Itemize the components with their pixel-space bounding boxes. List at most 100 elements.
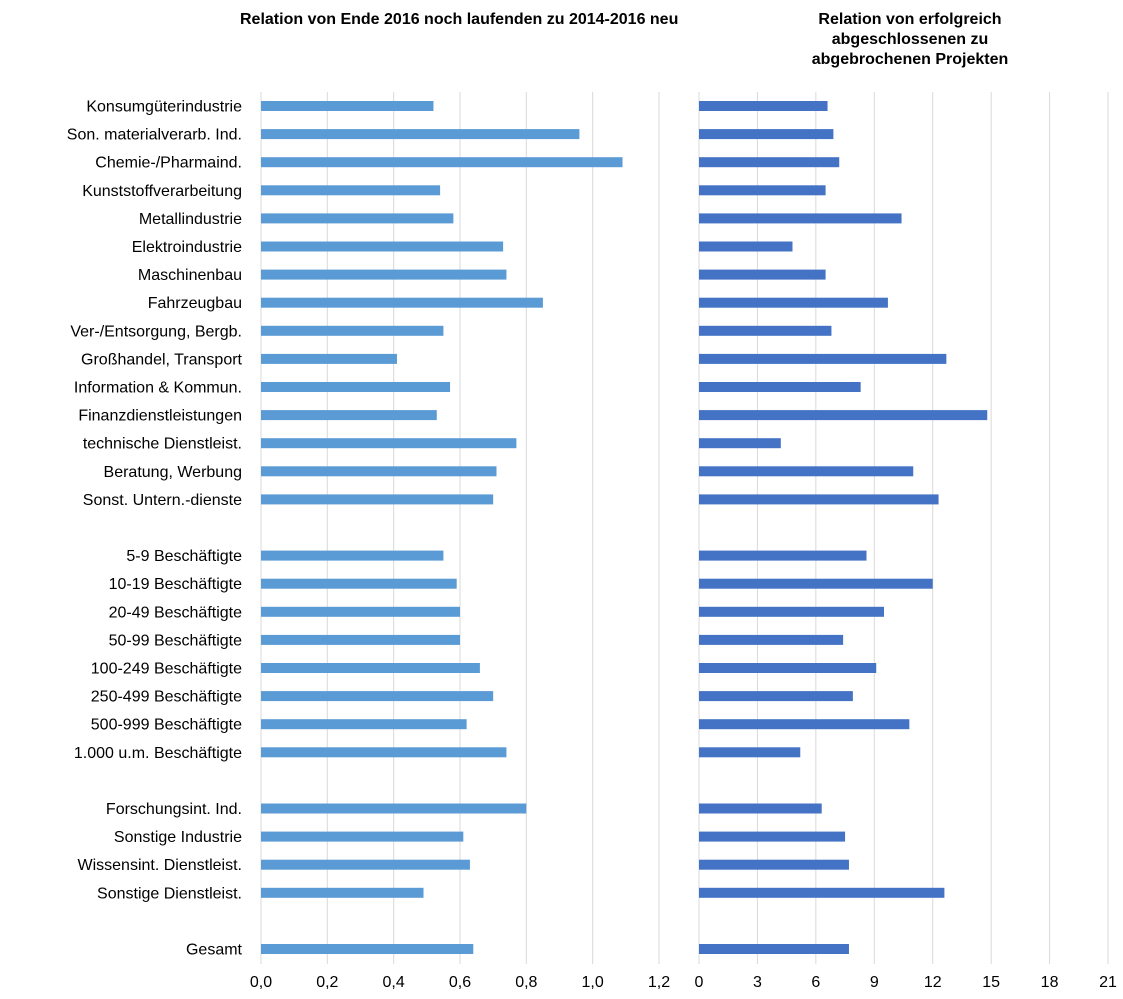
bar xyxy=(261,663,480,673)
category-label: Beratung, Werbung xyxy=(104,464,242,481)
bar xyxy=(699,185,826,196)
bar xyxy=(261,691,494,702)
category-label: Sonstige Industrie xyxy=(114,829,242,846)
bar xyxy=(699,494,939,505)
bar xyxy=(699,241,793,252)
category-label: 100-249 Beschäftigte xyxy=(91,661,242,678)
bar xyxy=(261,550,444,561)
x-tick-label: 0,2 xyxy=(316,974,338,991)
category-label: Finanzdienstleistungen xyxy=(78,408,242,425)
category-label: Chemie-/Pharmaind. xyxy=(95,155,242,172)
bar xyxy=(699,297,888,308)
x-tick-label: 15 xyxy=(982,974,1000,991)
x-tick-label: 0,6 xyxy=(449,974,471,991)
x-tick-label: 6 xyxy=(811,974,820,991)
category-label: Gesamt xyxy=(186,942,243,959)
x-tick-label: 18 xyxy=(1041,974,1059,991)
bar xyxy=(261,606,460,617)
bar xyxy=(699,353,947,364)
bar xyxy=(699,634,844,645)
right-chart-title: Relation von erfolgreich abgeschlossenen… xyxy=(811,11,1009,68)
bar xyxy=(261,325,444,336)
x-tick-label: 3 xyxy=(753,974,762,991)
bar xyxy=(261,803,527,814)
category-label: Wissensint. Dienstleist. xyxy=(78,857,243,874)
category-label: 1.000 u.m. Beschäftigte xyxy=(74,745,242,762)
bar xyxy=(261,410,437,421)
bar xyxy=(261,578,457,589)
x-tick-label: 12 xyxy=(924,974,942,991)
bar xyxy=(261,101,434,111)
category-label: Information & Kommun. xyxy=(74,380,242,397)
bar xyxy=(261,438,517,449)
bar xyxy=(699,691,853,702)
bar xyxy=(261,634,460,645)
category-label: Maschinenbau xyxy=(138,267,242,284)
bar xyxy=(699,550,867,561)
bar xyxy=(261,297,543,308)
category-label: Ver-/Entsorgung, Bergb. xyxy=(70,323,242,340)
bar xyxy=(699,157,840,168)
bar xyxy=(699,269,826,280)
bar xyxy=(261,353,397,364)
bar xyxy=(699,213,902,224)
category-label: 5-9 Beschäftigte xyxy=(126,548,242,565)
bar xyxy=(699,719,910,730)
x-tick-label: 9 xyxy=(870,974,879,991)
bar xyxy=(261,269,507,280)
bar xyxy=(261,944,474,954)
bar xyxy=(699,438,781,449)
bar xyxy=(699,606,885,617)
x-tick-label: 1,2 xyxy=(648,974,670,991)
bar xyxy=(699,859,849,870)
bar xyxy=(699,410,988,421)
category-label: technische Dienstleist. xyxy=(83,436,242,453)
bar xyxy=(261,241,504,252)
x-tick-label: 0,0 xyxy=(250,974,272,991)
category-label: Elektroindustrie xyxy=(132,239,242,256)
right-chart-plot: 0 3 6 9 12 15 18 21 xyxy=(695,92,1117,991)
category-label: 10-19 Beschäftigte xyxy=(109,576,243,593)
bar xyxy=(261,466,497,477)
bar xyxy=(261,719,467,730)
x-tick-label: 0,4 xyxy=(383,974,405,991)
x-tick-label: 1,0 xyxy=(582,974,604,991)
category-label: Sonstige Dienstleist. xyxy=(97,885,242,902)
category-label: 50-99 Beschäftigte xyxy=(109,632,243,649)
left-chart-title: Relation von Ende 2016 noch laufenden zu… xyxy=(240,11,680,28)
category-label: 500-999 Beschäftigte xyxy=(91,717,242,734)
category-label: Forschungsint. Ind. xyxy=(106,801,242,818)
bar xyxy=(261,129,580,140)
category-label: 20-49 Beschäftigte xyxy=(109,604,243,621)
bar xyxy=(261,213,454,224)
category-label: Metallindustrie xyxy=(139,211,242,228)
bar xyxy=(699,466,914,477)
category-label: Son. materialverarb. Ind. xyxy=(67,127,242,144)
x-tick-label: 21 xyxy=(1099,974,1117,991)
bar xyxy=(699,747,801,758)
category-label: Sonst. Untern.-dienste xyxy=(83,492,242,509)
bar xyxy=(699,944,849,954)
bar xyxy=(261,185,441,196)
bar xyxy=(261,747,507,758)
category-label: 250-499 Beschäftigte xyxy=(91,689,242,706)
x-tick-label: 0 xyxy=(695,974,704,991)
bar xyxy=(699,101,828,111)
x-tick-label: 0,8 xyxy=(515,974,537,991)
bar xyxy=(699,663,877,673)
category-label: Konsumgüterindustrie xyxy=(86,99,242,116)
bar xyxy=(699,803,822,814)
bar xyxy=(261,831,464,842)
category-label: Fahrzeugbau xyxy=(148,295,242,312)
bar xyxy=(699,578,933,589)
bar xyxy=(261,382,451,392)
bar xyxy=(699,129,834,140)
bar xyxy=(261,494,494,505)
category-label: Großhandel, Transport xyxy=(81,351,243,368)
bar xyxy=(261,887,424,898)
left-chart-plot: 0,0 0,2 0,4 0,6 0,8 1,0 1,2 xyxy=(250,92,670,991)
bar xyxy=(699,887,945,898)
bar xyxy=(699,831,846,842)
bar xyxy=(699,382,861,392)
